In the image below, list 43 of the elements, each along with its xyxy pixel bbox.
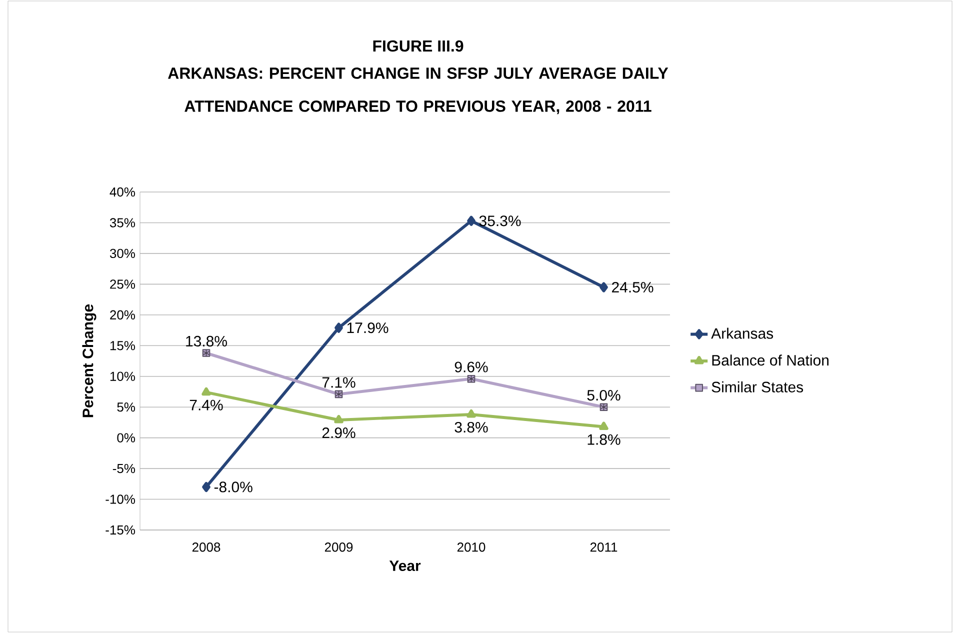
x-tick-label: 2011 (590, 542, 618, 552)
point (600, 282, 608, 292)
data-label: 7.4% (190, 400, 223, 410)
data-label: -8.0% (214, 482, 252, 492)
data-label: 35.3% (479, 216, 521, 226)
data-label: 2.9% (322, 427, 356, 438)
y-axis-title: Percent Change (82, 304, 96, 418)
x-axis-title: Year (389, 560, 421, 572)
y-tick-label: -10% (106, 494, 135, 504)
data-label: 9.6% (454, 362, 488, 372)
data-label: 17.9% (347, 322, 388, 334)
y-tick-label: 40% (110, 187, 135, 197)
point (467, 216, 476, 226)
data-label: 7.1% (322, 377, 356, 388)
point (334, 322, 343, 333)
legend-label: Similar States (712, 381, 804, 392)
point (334, 414, 344, 424)
y-tick-label: 15% (110, 341, 135, 350)
data-label: 5.0% (587, 390, 620, 401)
y-tick-label: 20% (110, 310, 135, 320)
x-tick-label: 2010 (457, 542, 486, 552)
data-label: 24.5% (612, 282, 654, 293)
y-tick-label: 35% (110, 218, 135, 228)
point (202, 387, 211, 396)
data-label: 13.8% (186, 336, 227, 347)
y-tick-label: 0% (117, 433, 135, 442)
y-tick-label: 5% (117, 402, 135, 412)
y-tick-label: -5% (112, 464, 135, 474)
x-tick-label: 2008 (192, 542, 220, 552)
y-tick-label: 10% (110, 372, 135, 381)
point (599, 422, 608, 430)
y-tick-label: 30% (110, 248, 135, 258)
legend-label: Arkansas (711, 328, 774, 339)
y-tick-label: 25% (110, 280, 135, 289)
point (466, 409, 476, 418)
chart-title: FIGURE III.9 (373, 40, 464, 52)
data-label: 1.8% (588, 434, 620, 445)
text: ARKANSAS: PERCENT CHANGE IN SFSP JULY AVERAGE DAILY ATTENDANCE COMPARED TO PREVIOUS YEAR, 2008 - 2011 (168, 68, 668, 114)
data-label: 3.8% (454, 422, 488, 433)
legend-label: Balance of Nation (712, 354, 828, 366)
point (202, 482, 210, 492)
y-tick-label: -15% (106, 525, 135, 535)
x-tick-label: 2009 (324, 542, 353, 552)
